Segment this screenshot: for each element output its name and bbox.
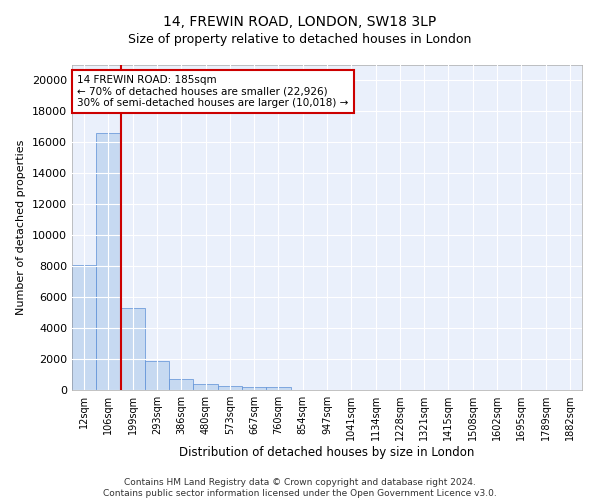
Text: 14 FREWIN ROAD: 185sqm
← 70% of detached houses are smaller (22,926)
30% of semi: 14 FREWIN ROAD: 185sqm ← 70% of detached… [77,74,349,108]
Bar [121,308,145,390]
Bar [218,386,242,390]
Bar [266,387,290,390]
X-axis label: Distribution of detached houses by size in London: Distribution of detached houses by size … [179,446,475,459]
Text: Size of property relative to detached houses in London: Size of property relative to detached ho… [128,32,472,46]
Bar [193,384,218,390]
Text: Contains HM Land Registry data © Crown copyright and database right 2024.
Contai: Contains HM Land Registry data © Crown c… [103,478,497,498]
Bar [145,362,169,390]
Bar [169,379,193,390]
Bar [72,264,96,390]
Bar [242,386,266,390]
Text: 14, FREWIN ROAD, LONDON, SW18 3LP: 14, FREWIN ROAD, LONDON, SW18 3LP [163,15,437,29]
Y-axis label: Number of detached properties: Number of detached properties [16,140,26,315]
Bar [96,133,121,390]
